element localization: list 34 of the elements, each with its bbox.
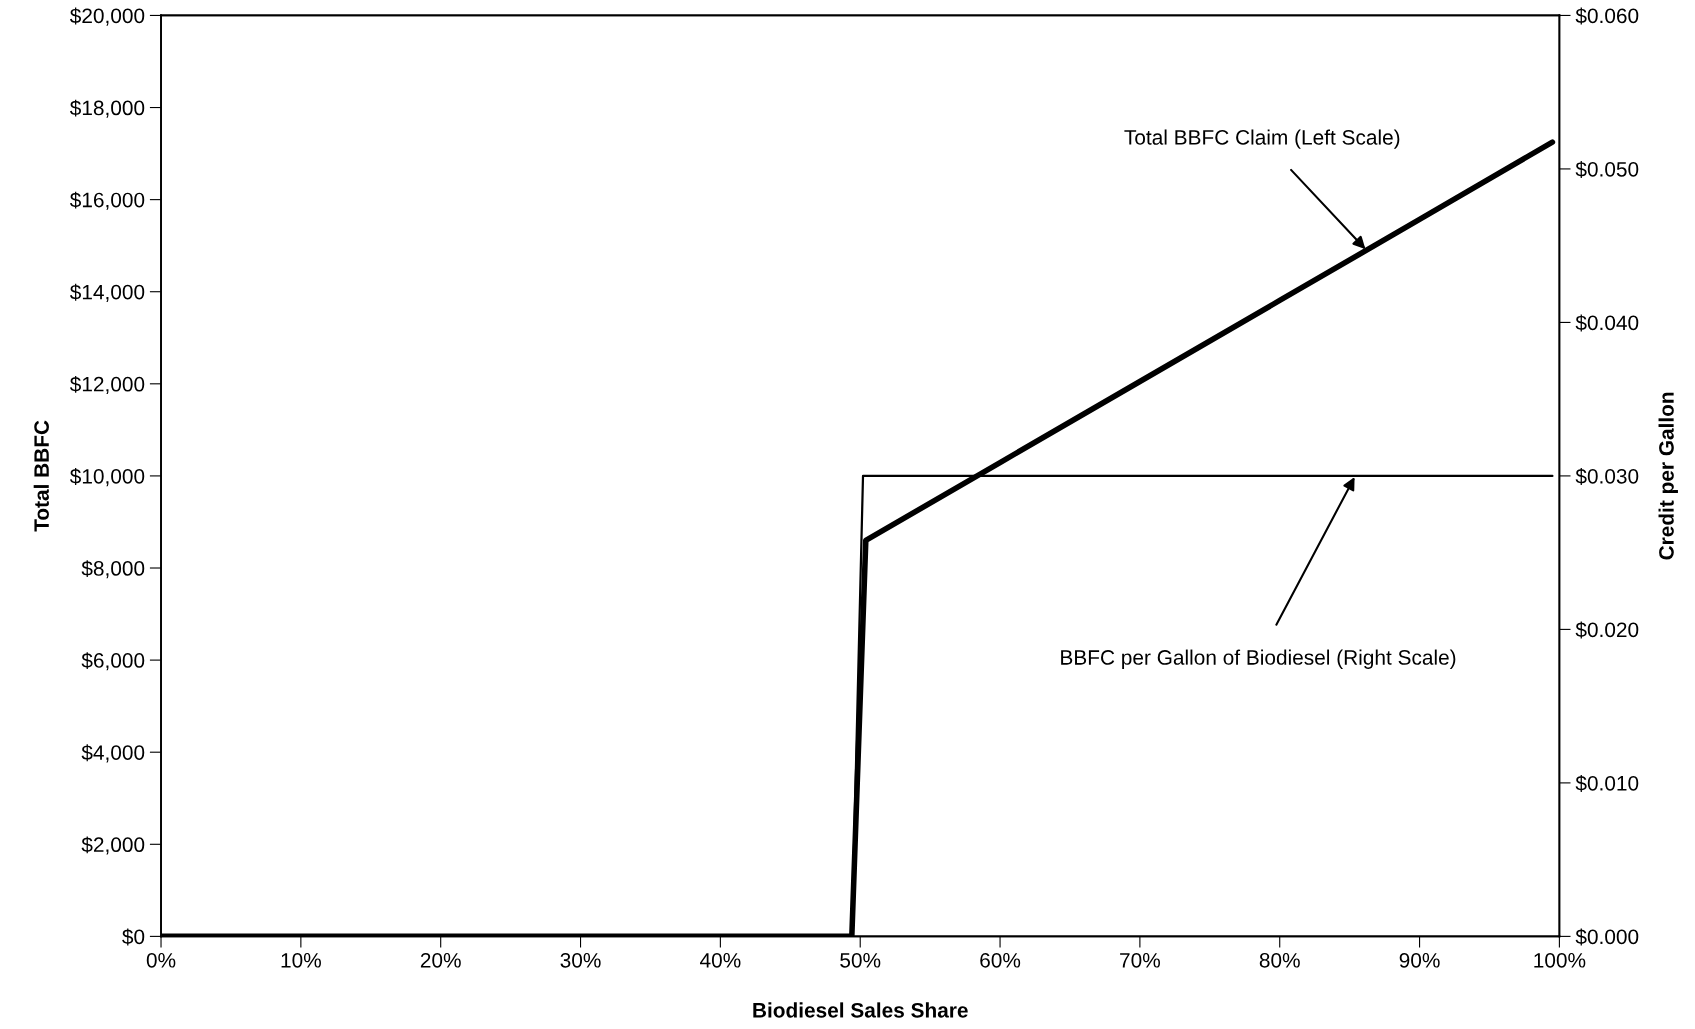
y-tick-label: $4,000 bbox=[81, 744, 145, 763]
annotation: Total BBFC Claim (Left Scale) bbox=[1124, 129, 1400, 149]
x-tick-label: 40% bbox=[700, 952, 741, 968]
x-tick-label: 90% bbox=[1399, 952, 1440, 968]
y2-tick-label: $0.010 bbox=[1575, 775, 1639, 792]
y2-tick-label: $0.040 bbox=[1575, 314, 1639, 332]
y-tick-label: $20,000 bbox=[69, 7, 145, 26]
y-tick-label: $18,000 bbox=[69, 99, 145, 118]
x-tick-label: 100% bbox=[1534, 952, 1586, 968]
y2-tick-label: $0.060 bbox=[1575, 7, 1639, 25]
y-tick-label: $0 bbox=[122, 928, 145, 946]
annotation: BBFC per Gallon of Biodiesel (Right Scale) bbox=[1061, 649, 1456, 669]
y2-tick-label: $0.050 bbox=[1575, 161, 1639, 178]
x-tick-label: 50% bbox=[840, 952, 881, 968]
x-tick-label: 10% bbox=[281, 952, 321, 968]
x-tick-label: 30% bbox=[560, 952, 601, 968]
y-tick-label: $14,000 bbox=[69, 283, 145, 302]
y-tick-label: $2,000 bbox=[81, 836, 145, 855]
x-tick-label: 0% bbox=[146, 952, 176, 968]
y-tick-label: $12,000 bbox=[69, 375, 145, 395]
y-tick-label: $16,000 bbox=[69, 191, 145, 210]
x-tick-label: 70% bbox=[1120, 952, 1160, 968]
y-tick-label: $6,000 bbox=[81, 652, 145, 671]
y-tick-label: $8,000 bbox=[81, 560, 145, 579]
y2-tick-label: $0.020 bbox=[1575, 621, 1639, 639]
x-tick-label: 80% bbox=[1259, 952, 1300, 968]
y-tick-label: $10,000 bbox=[69, 468, 145, 487]
y2-tick-label: $0.030 bbox=[1575, 468, 1639, 485]
y2-tick-label: $0.000 bbox=[1575, 928, 1639, 946]
x-tick-label: 20% bbox=[420, 952, 461, 968]
x-axis-title: Biodiesel Sales Share bbox=[753, 1002, 968, 1018]
x-tick-label: 60% bbox=[980, 952, 1021, 968]
y2-axis-title: Credit per Gallon bbox=[1658, 392, 1678, 560]
y-axis-title: Total BBFC bbox=[33, 420, 49, 532]
